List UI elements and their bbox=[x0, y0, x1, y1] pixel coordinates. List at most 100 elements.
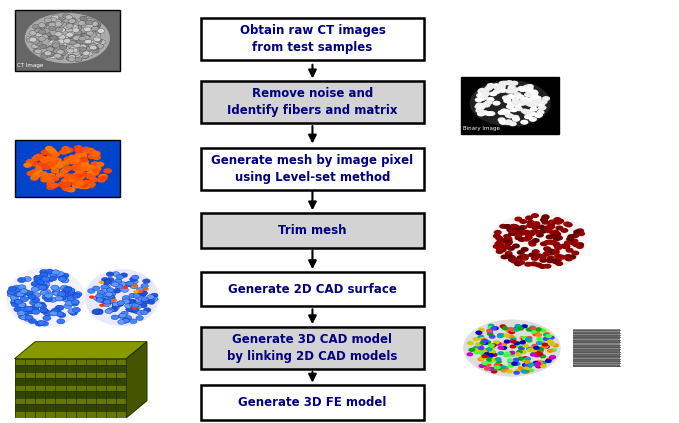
Circle shape bbox=[509, 88, 517, 93]
Circle shape bbox=[547, 339, 553, 343]
Circle shape bbox=[515, 229, 523, 234]
Circle shape bbox=[512, 244, 520, 248]
Circle shape bbox=[75, 57, 82, 62]
Circle shape bbox=[129, 293, 136, 298]
Circle shape bbox=[72, 51, 79, 56]
Circle shape bbox=[554, 257, 562, 262]
Circle shape bbox=[500, 110, 509, 115]
Circle shape bbox=[56, 162, 65, 167]
Circle shape bbox=[45, 52, 52, 57]
Circle shape bbox=[49, 26, 56, 31]
Text: CT Image: CT Image bbox=[17, 63, 43, 69]
Circle shape bbox=[481, 102, 490, 107]
Circle shape bbox=[47, 151, 56, 157]
Circle shape bbox=[498, 85, 506, 90]
Circle shape bbox=[481, 354, 488, 358]
Circle shape bbox=[490, 326, 497, 330]
Circle shape bbox=[89, 295, 94, 299]
Circle shape bbox=[45, 293, 53, 298]
Circle shape bbox=[22, 307, 31, 312]
Circle shape bbox=[69, 40, 76, 45]
Circle shape bbox=[576, 244, 584, 249]
Circle shape bbox=[59, 45, 67, 49]
Circle shape bbox=[508, 255, 515, 260]
Circle shape bbox=[25, 315, 33, 320]
Circle shape bbox=[33, 154, 42, 160]
Circle shape bbox=[55, 296, 63, 301]
Circle shape bbox=[109, 291, 116, 296]
Circle shape bbox=[27, 291, 35, 297]
Circle shape bbox=[134, 300, 142, 305]
Circle shape bbox=[121, 288, 128, 292]
Circle shape bbox=[504, 352, 511, 356]
Circle shape bbox=[17, 310, 25, 316]
Circle shape bbox=[502, 239, 511, 244]
Circle shape bbox=[111, 282, 119, 287]
Circle shape bbox=[489, 346, 496, 350]
Circle shape bbox=[73, 293, 81, 298]
Circle shape bbox=[498, 119, 507, 124]
Circle shape bbox=[44, 18, 52, 22]
Circle shape bbox=[514, 261, 522, 266]
Circle shape bbox=[498, 84, 506, 89]
Circle shape bbox=[128, 308, 136, 312]
Circle shape bbox=[10, 295, 18, 300]
Circle shape bbox=[92, 48, 98, 53]
Circle shape bbox=[65, 173, 74, 179]
Circle shape bbox=[120, 273, 128, 277]
Circle shape bbox=[126, 281, 134, 286]
Circle shape bbox=[50, 54, 57, 58]
Circle shape bbox=[56, 172, 65, 178]
Circle shape bbox=[34, 168, 43, 173]
Circle shape bbox=[513, 327, 520, 332]
Circle shape bbox=[479, 350, 485, 354]
Circle shape bbox=[140, 291, 147, 295]
Circle shape bbox=[541, 220, 549, 225]
Circle shape bbox=[55, 22, 62, 26]
Circle shape bbox=[543, 251, 551, 256]
Circle shape bbox=[48, 161, 56, 167]
Circle shape bbox=[74, 292, 82, 297]
Circle shape bbox=[18, 277, 26, 283]
Circle shape bbox=[115, 302, 123, 306]
Circle shape bbox=[79, 157, 88, 162]
Circle shape bbox=[46, 175, 55, 180]
Circle shape bbox=[71, 48, 78, 53]
Circle shape bbox=[508, 85, 516, 90]
Ellipse shape bbox=[24, 13, 110, 63]
Circle shape bbox=[515, 235, 523, 240]
Circle shape bbox=[531, 213, 539, 218]
Circle shape bbox=[92, 48, 99, 52]
Circle shape bbox=[529, 117, 537, 122]
Circle shape bbox=[526, 84, 534, 89]
Circle shape bbox=[479, 341, 486, 345]
Circle shape bbox=[500, 365, 506, 369]
Circle shape bbox=[39, 308, 48, 313]
Circle shape bbox=[35, 32, 43, 37]
Circle shape bbox=[521, 369, 528, 373]
Circle shape bbox=[504, 224, 512, 229]
Circle shape bbox=[72, 181, 81, 187]
Circle shape bbox=[529, 230, 537, 235]
Circle shape bbox=[517, 327, 524, 331]
Circle shape bbox=[466, 352, 473, 356]
Circle shape bbox=[535, 102, 543, 107]
Bar bbox=[573, 365, 620, 367]
Circle shape bbox=[531, 99, 539, 104]
Circle shape bbox=[93, 309, 100, 313]
Circle shape bbox=[25, 306, 33, 311]
Circle shape bbox=[96, 44, 104, 48]
Circle shape bbox=[519, 87, 527, 92]
Circle shape bbox=[61, 160, 70, 165]
Circle shape bbox=[49, 17, 56, 22]
Circle shape bbox=[65, 165, 73, 171]
Circle shape bbox=[509, 344, 516, 349]
Circle shape bbox=[63, 292, 71, 297]
Circle shape bbox=[97, 291, 105, 295]
Circle shape bbox=[486, 85, 494, 90]
Circle shape bbox=[531, 344, 538, 348]
Circle shape bbox=[90, 33, 97, 38]
Circle shape bbox=[50, 311, 58, 316]
Circle shape bbox=[119, 313, 126, 318]
Circle shape bbox=[29, 171, 38, 176]
